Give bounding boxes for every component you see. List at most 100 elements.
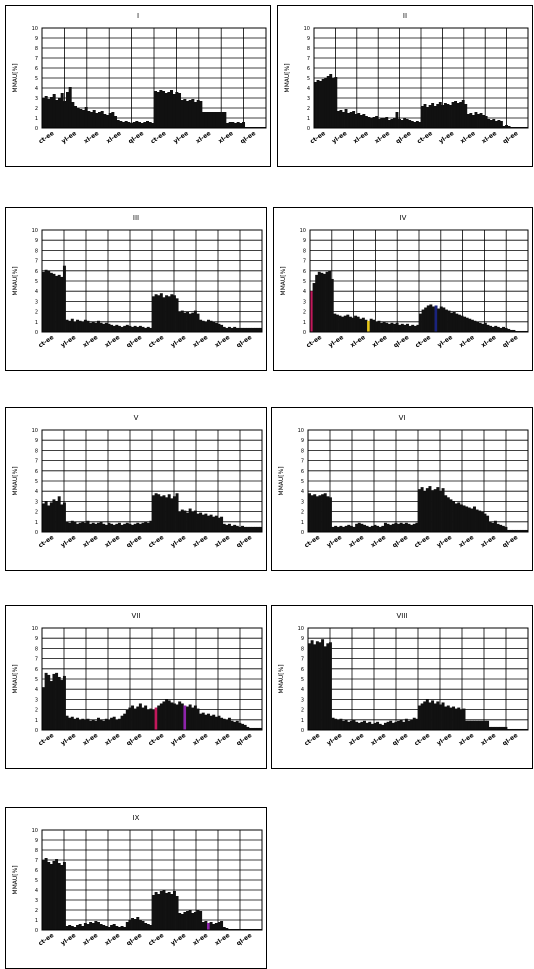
bar bbox=[429, 304, 433, 332]
bar bbox=[310, 640, 314, 730]
bar bbox=[394, 721, 398, 730]
bar bbox=[81, 718, 85, 730]
bar bbox=[493, 520, 497, 532]
bar bbox=[402, 721, 406, 730]
bar bbox=[141, 921, 145, 930]
bar bbox=[44, 672, 48, 730]
bar bbox=[68, 925, 72, 930]
bar bbox=[133, 919, 137, 930]
y-tick-label: 5 bbox=[307, 76, 310, 82]
bar bbox=[170, 90, 174, 128]
bar bbox=[335, 314, 339, 332]
bar bbox=[212, 714, 216, 730]
bar bbox=[49, 681, 53, 730]
bar bbox=[391, 523, 395, 532]
y-tick-label: 4 bbox=[35, 289, 38, 295]
chart-panel: II MMAU[%] 10 9 8 7 6 5 4 3 2 1 0 ct-ee yl-ee xl-ee xl-e… bbox=[277, 5, 533, 167]
bar bbox=[81, 521, 85, 532]
y-tick-label: 1 bbox=[35, 918, 38, 924]
bar bbox=[436, 104, 440, 128]
x-tick-label: ql-ee bbox=[125, 732, 143, 747]
bar bbox=[140, 123, 144, 128]
bar bbox=[251, 526, 255, 532]
chart-panel: V MMAU[%] 10 9 8 7 6 5 4 3 2 1 0 ct-ee yl-ee xl-ee xl-ee… bbox=[5, 407, 267, 571]
bar bbox=[167, 296, 171, 332]
bar bbox=[104, 718, 108, 730]
bar bbox=[455, 313, 459, 332]
bar bbox=[91, 321, 95, 332]
y-tick-label: 1 bbox=[303, 320, 306, 326]
bar bbox=[157, 705, 161, 730]
bar bbox=[385, 322, 389, 332]
x-tick-label: ct-ee bbox=[416, 130, 434, 146]
bar bbox=[57, 274, 61, 332]
bar bbox=[431, 103, 435, 128]
bar bbox=[413, 325, 417, 332]
chart-title: V bbox=[134, 414, 139, 422]
bar bbox=[125, 522, 129, 532]
bar bbox=[390, 322, 394, 332]
bar bbox=[65, 926, 69, 930]
y-tick-label: 9 bbox=[303, 238, 306, 244]
bar bbox=[172, 891, 176, 930]
bar bbox=[457, 707, 461, 730]
bar bbox=[403, 118, 407, 128]
bar bbox=[363, 524, 366, 532]
bar bbox=[227, 326, 231, 332]
bar bbox=[438, 102, 442, 128]
bar bbox=[94, 523, 98, 532]
x-tick-label: ct-ee bbox=[147, 534, 165, 550]
bar bbox=[204, 513, 208, 532]
bar bbox=[170, 702, 174, 730]
bar bbox=[478, 720, 482, 730]
bar bbox=[44, 858, 48, 930]
bar bbox=[476, 321, 480, 332]
bar bbox=[204, 321, 208, 332]
bar bbox=[387, 323, 391, 332]
bar bbox=[465, 720, 469, 730]
bar bbox=[225, 327, 229, 332]
bar bbox=[421, 309, 425, 332]
bar bbox=[76, 717, 80, 730]
bar bbox=[259, 526, 263, 532]
bar bbox=[459, 504, 463, 532]
bar bbox=[486, 324, 490, 332]
bar bbox=[463, 316, 467, 332]
bar bbox=[504, 526, 508, 532]
chart-title: VI bbox=[399, 414, 406, 422]
bar bbox=[464, 104, 468, 128]
y-tick-label: 9 bbox=[35, 238, 38, 244]
bar bbox=[201, 514, 205, 532]
bar bbox=[65, 521, 69, 532]
y-tick-label: 2 bbox=[303, 310, 306, 316]
bar bbox=[157, 295, 161, 332]
bar bbox=[381, 525, 385, 532]
bar bbox=[44, 269, 48, 332]
bar bbox=[62, 675, 66, 730]
bar bbox=[491, 522, 495, 532]
bar bbox=[47, 270, 51, 332]
chart-panel: I MMAU[%] 10 9 8 7 6 5 4 3 2 1 0 ct-ee yl-ee xl-ee xl-ee… bbox=[5, 5, 271, 167]
bar bbox=[412, 523, 416, 532]
bar bbox=[259, 327, 263, 332]
y-axis-label: MMAU[%] bbox=[278, 466, 285, 495]
bar bbox=[107, 522, 111, 532]
bar bbox=[102, 720, 106, 730]
bar bbox=[146, 326, 150, 332]
bar bbox=[87, 111, 91, 128]
bar bbox=[361, 317, 365, 332]
bar bbox=[238, 722, 242, 730]
bar bbox=[344, 719, 348, 730]
bar bbox=[473, 720, 476, 730]
bar bbox=[425, 699, 429, 730]
bar bbox=[491, 726, 495, 730]
bar bbox=[178, 913, 182, 930]
bar bbox=[120, 524, 124, 532]
bar bbox=[170, 498, 174, 532]
bar bbox=[514, 529, 518, 532]
x-tick-label: ct-ee bbox=[303, 534, 321, 550]
y-tick-label: 6 bbox=[301, 469, 304, 475]
x-tick-label: xl-ee bbox=[192, 334, 210, 349]
